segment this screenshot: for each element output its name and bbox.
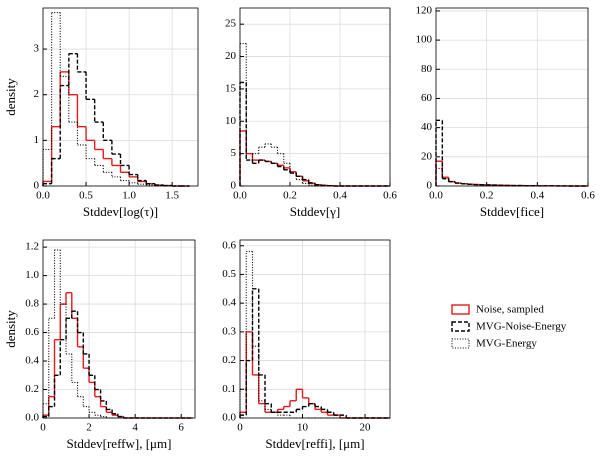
- legend-swatch: [451, 338, 470, 349]
- y-tick-label: 25: [225, 18, 237, 30]
- y-tick-label: 1: [34, 134, 40, 146]
- y-tick-label: 40: [421, 121, 433, 133]
- x-tick-label: 0.0: [429, 190, 443, 202]
- y-tick-label: 1.0: [25, 269, 39, 281]
- subplot: 0.0 0.5 1.0 1.5 0 1 2 3 Stddev[log(τ)] density: [3, 7, 199, 219]
- histogram-series: [42, 71, 190, 187]
- y-tick-label: 15: [225, 82, 237, 94]
- histogram-series: [42, 12, 190, 187]
- x-tick-label: 0: [237, 422, 243, 434]
- legend: Noise, sampled MVG-Noise-Energy MVG-Energy: [451, 304, 567, 350]
- y-tick-label: 0: [427, 180, 433, 192]
- histogram-series: [42, 291, 193, 419]
- y-tick-label: 0: [231, 180, 237, 192]
- y-tick-label: 60: [421, 92, 433, 104]
- y-tick-label: 100: [416, 34, 433, 46]
- legend-label: MVG-Noise-Energy: [476, 321, 567, 333]
- y-tick-label: 0.4: [222, 297, 236, 309]
- histogram-series: [239, 250, 390, 419]
- y-tick-label: 2: [34, 88, 40, 100]
- y-tick-label: 0.2: [222, 354, 236, 366]
- axes-frame: [239, 239, 391, 419]
- subplot: 0 2 4 6 0.0 0.2 0.4 0.6 0.8 1.0 1.2 Stddev[reffw], …: [3, 239, 196, 451]
- y-tick-label: 0.3: [222, 325, 236, 337]
- y-axis-label: density: [3, 78, 18, 116]
- y-tick-label: 120: [416, 4, 433, 16]
- x-axis-label: Stddev[reffw], [μm]: [67, 436, 172, 451]
- x-tick-label: 0.2: [480, 190, 494, 202]
- subplot: 0.0 0.2 0.4 0.6 0 20 40 60 80 100 120 Stddev[fice]: [416, 4, 596, 219]
- x-axis-label: Stddev[log(τ)]: [83, 204, 158, 219]
- histogram-series: [435, 160, 588, 187]
- axes-frame: [42, 239, 196, 419]
- histogram-series: [435, 119, 588, 187]
- x-tick-label: 0.6: [581, 190, 595, 202]
- x-tick-label: 0.6: [383, 190, 397, 202]
- x-tick-label: 0.0: [233, 190, 247, 202]
- y-tick-label: 3: [34, 43, 40, 55]
- x-tick-label: 20: [360, 422, 372, 434]
- subplot: 0.0 0.2 0.4 0.6 0 5 10 15 20 25 Stddev[γ]: [225, 7, 397, 219]
- x-tick-label: 2: [86, 422, 92, 434]
- histogram-series: [239, 288, 390, 419]
- legend-swatch: [451, 321, 470, 332]
- axes-frame: [435, 7, 589, 187]
- x-tick-label: 0.5: [79, 190, 93, 202]
- axes-frame: [42, 7, 199, 187]
- y-tick-label: 0.6: [222, 239, 236, 251]
- y-tick-label: 0.2: [25, 383, 39, 395]
- subplot: 0 10 20 0.0 0.1 0.2 0.3 0.4 0.5 0.6 Stddev[reffi],…: [222, 239, 391, 451]
- y-tick-label: 10: [225, 115, 237, 127]
- y-tick-label: 0.5: [222, 268, 236, 280]
- x-axis-label: Stddev[fice]: [480, 204, 544, 219]
- x-tick-label: 0.2: [283, 190, 297, 202]
- y-tick-label: 20: [421, 150, 433, 162]
- histogram-series: [239, 81, 390, 187]
- y-tick-label: 0.6: [25, 326, 39, 338]
- histogram-series: [239, 43, 390, 187]
- y-tick-label: 0.0: [222, 412, 236, 424]
- x-tick-label: 0.0: [36, 190, 50, 202]
- x-tick-label: 4: [132, 422, 138, 434]
- x-tick-label: 10: [297, 422, 309, 434]
- x-tick-label: 0.4: [530, 190, 544, 202]
- y-tick-label: 20: [225, 50, 237, 62]
- y-tick-label: 5: [231, 147, 237, 159]
- y-tick-label: 0.8: [25, 298, 39, 310]
- y-tick-label: 1.2: [25, 241, 39, 253]
- axes-frame: [239, 7, 391, 187]
- y-tick-label: 0.1: [222, 383, 236, 395]
- x-tick-label: 6: [178, 422, 184, 434]
- y-tick-label: 80: [421, 63, 433, 75]
- x-axis-label: Stddev[γ]: [290, 204, 341, 219]
- y-tick-label: 0.4: [25, 355, 39, 367]
- legend-swatch: [451, 304, 470, 315]
- x-tick-label: 1.5: [165, 190, 179, 202]
- legend-label: Noise, sampled: [476, 304, 544, 316]
- x-tick-label: 1.0: [122, 190, 136, 202]
- legend-label: MVG-Energy: [476, 338, 537, 350]
- x-tick-label: 0: [40, 422, 46, 434]
- y-axis-label: density: [3, 310, 18, 348]
- x-tick-label: 0.4: [333, 190, 347, 202]
- histogram-series: [42, 310, 193, 419]
- histogram-series: [239, 130, 390, 187]
- y-tick-label: 0: [34, 180, 40, 192]
- y-tick-label: 0.0: [25, 412, 39, 424]
- x-axis-label: Stddev[reffi], [μm]: [265, 436, 364, 451]
- histogram-series: [42, 249, 193, 419]
